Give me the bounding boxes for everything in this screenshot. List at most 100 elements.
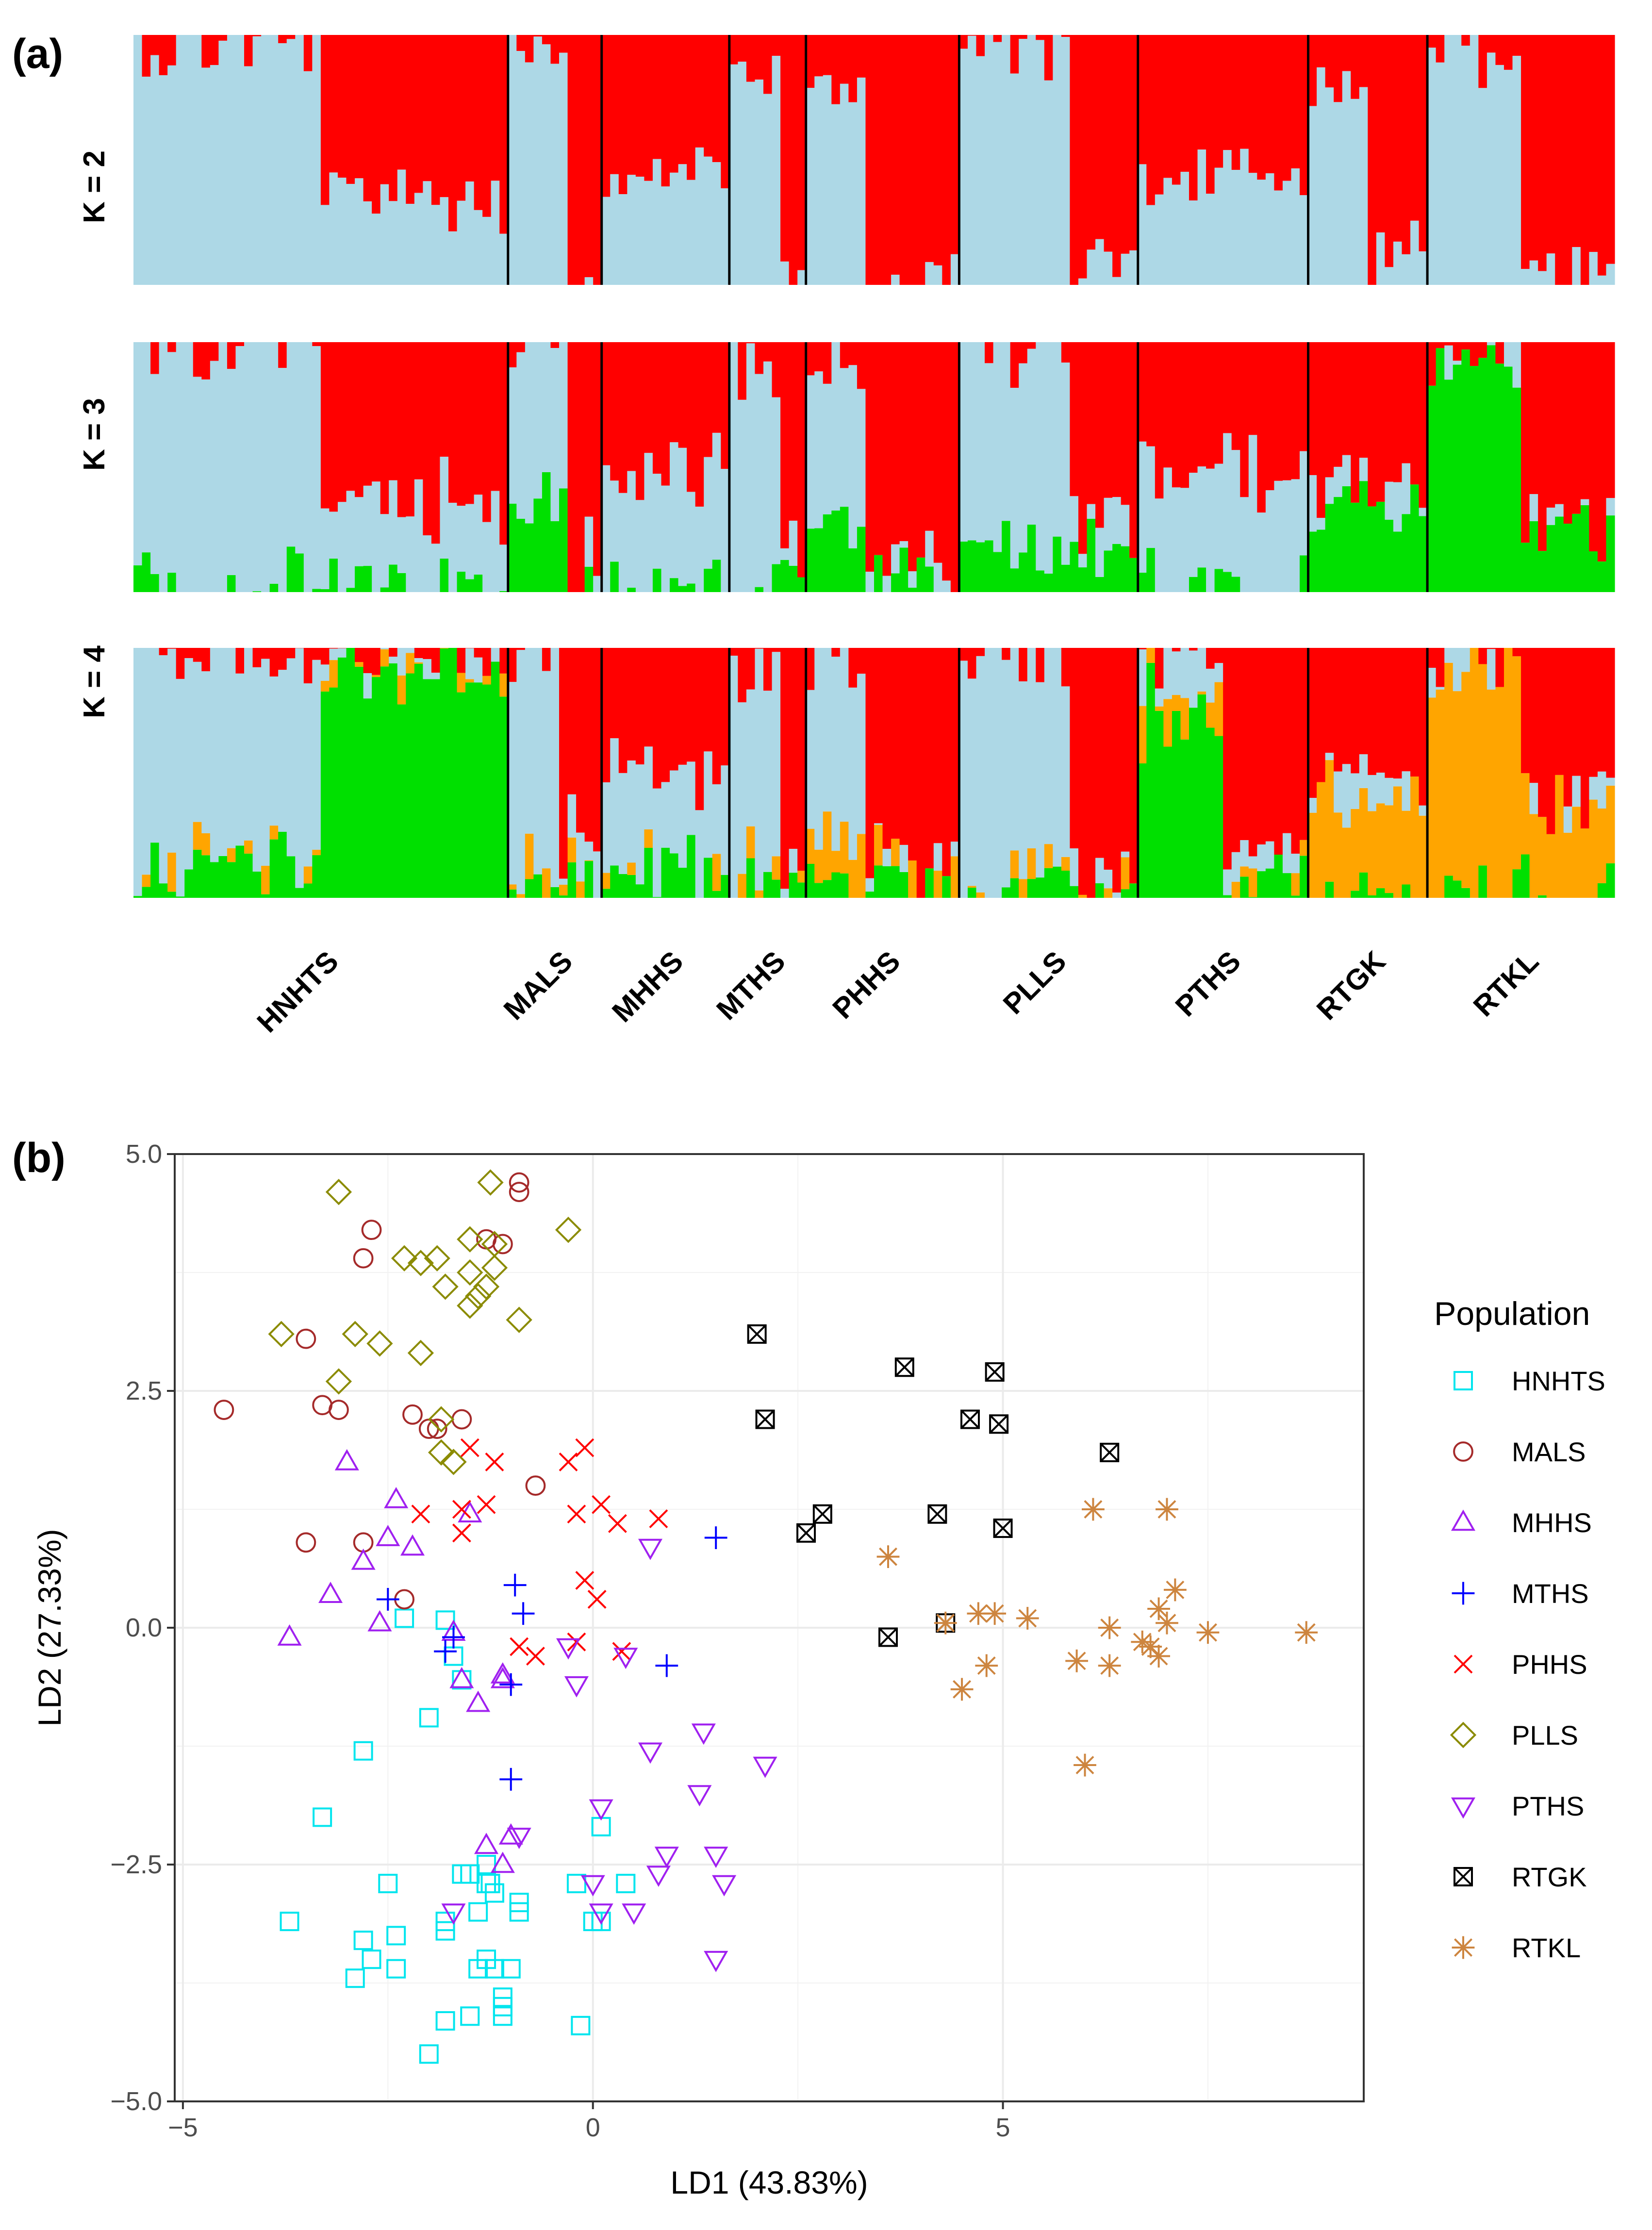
admixture-segment	[1521, 342, 1530, 543]
admixture-segment	[1597, 883, 1607, 898]
admixture-segment	[1410, 484, 1420, 592]
admixture-segment	[201, 35, 211, 68]
admixture-segment	[772, 342, 781, 397]
admixture-segment	[601, 342, 611, 465]
admixture-segment	[1359, 87, 1368, 285]
admixture-segment	[1291, 342, 1300, 479]
admixture-segment	[797, 577, 807, 592]
admixture-segment	[959, 35, 968, 49]
admixture-segment	[1197, 35, 1206, 150]
legend-key-mhhs	[1451, 1509, 1476, 1531]
admixture-segment	[235, 35, 245, 285]
admixture-segment	[1172, 342, 1181, 488]
admixture-segment	[235, 845, 245, 898]
scatter-point-plls	[457, 1226, 483, 1253]
admixture-segment	[899, 342, 909, 541]
admixture-segment	[687, 835, 696, 898]
admixture-segment	[1172, 710, 1181, 898]
admixture-segment	[201, 648, 211, 672]
admixture-plot-k2	[133, 35, 1615, 285]
scatter-point-mals	[509, 1182, 529, 1202]
admixture-segment	[1044, 573, 1053, 592]
admixture-segment	[1308, 106, 1317, 285]
admixture-segment	[1512, 342, 1521, 388]
admixture-plot-k3	[133, 342, 1615, 592]
admixture-segment	[627, 175, 636, 285]
admixture-segment	[320, 691, 330, 898]
admixture-segment	[1197, 694, 1206, 898]
admixture-segment	[1385, 777, 1394, 806]
scatter-point-mths	[376, 1588, 399, 1611]
admixture-segment	[661, 782, 670, 848]
admixture-segment	[159, 655, 168, 884]
admixture-segment	[201, 379, 211, 592]
admixture-segment	[1189, 35, 1198, 201]
admixture-segment	[1580, 342, 1589, 499]
admixture-segment	[252, 667, 262, 872]
admixture-segment	[1597, 275, 1607, 285]
legend-key-rtkl	[1452, 1936, 1475, 1959]
admixture-segment	[1214, 682, 1223, 736]
admixture-segment	[1589, 342, 1598, 552]
admixture-segment	[908, 342, 917, 572]
admixture-segment	[891, 648, 900, 839]
admixture-segment	[346, 342, 355, 491]
admixture-segment	[516, 50, 526, 285]
admixture-segment	[1419, 508, 1428, 516]
scatter-point-mals	[296, 1532, 316, 1553]
admixture-segment	[474, 657, 483, 683]
admixture-segment	[1300, 555, 1309, 592]
admixture-segment	[1206, 35, 1215, 194]
admixture-segment	[687, 180, 696, 285]
scatter-point-mhhs	[277, 1624, 302, 1646]
admixture-segment	[380, 648, 389, 649]
admixture-segment	[1427, 342, 1437, 386]
x-tick-label: 5	[996, 2113, 1010, 2142]
admixture-segment	[576, 35, 585, 285]
admixture-segment	[1376, 773, 1386, 804]
scatter-point-rtgk	[755, 1409, 775, 1429]
admixture-segment	[474, 574, 483, 592]
admixture-segment	[431, 35, 441, 205]
admixture-segment	[1521, 773, 1530, 855]
scatter-point-pths	[622, 1903, 646, 1925]
admixture-segment	[1487, 648, 1496, 649]
scatter-point-mths	[655, 1654, 678, 1677]
legend-label: PLLS	[1512, 1720, 1578, 1751]
admixture-segment	[593, 342, 602, 576]
admixture-segment	[1010, 388, 1019, 569]
admixture-segment	[1036, 570, 1045, 592]
admixture-segment	[474, 342, 483, 495]
admixture-segment	[389, 657, 398, 663]
admixture-segment	[704, 858, 713, 898]
admixture-segment	[1563, 524, 1572, 592]
population-label: PHHS	[826, 945, 906, 1025]
admixture-segment	[985, 35, 994, 285]
admixture-segment	[916, 35, 925, 285]
admixture-segment	[840, 822, 849, 874]
admixture-segment	[218, 35, 228, 41]
admixture-segment	[423, 35, 432, 182]
admixture-segment	[210, 862, 219, 898]
admixture-segment	[652, 788, 662, 897]
admixture-segment	[967, 35, 977, 285]
admixture-segment	[1274, 648, 1283, 855]
admixture-segment	[891, 342, 900, 545]
admixture-segment	[465, 35, 475, 182]
admixture-segment	[1240, 876, 1249, 898]
admixture-segment	[1351, 648, 1360, 774]
scatter-point-hnhts	[477, 1855, 496, 1874]
scatter-point-pths	[687, 1785, 712, 1807]
scatter-point-rtgk	[894, 1357, 914, 1377]
admixture-segment	[652, 35, 662, 159]
scatter-point-rtgk	[927, 1504, 947, 1524]
scatter-point-plls	[473, 1273, 500, 1300]
admixture-segment	[516, 894, 526, 898]
admixture-segment	[1070, 648, 1079, 849]
scatter-point-pths	[638, 1742, 663, 1764]
admixture-segment	[1053, 648, 1062, 867]
scatter-point-phhs	[452, 1500, 471, 1519]
admixture-segment	[516, 35, 526, 51]
admixture-segment	[1461, 35, 1470, 46]
admixture-segment	[925, 648, 934, 869]
